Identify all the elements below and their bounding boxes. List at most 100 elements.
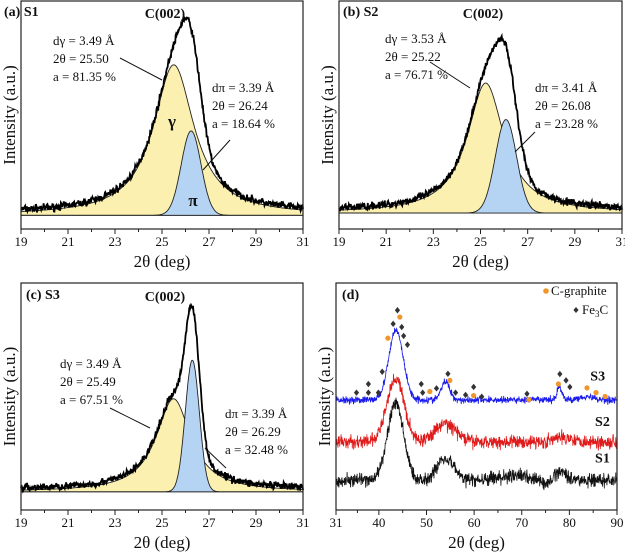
y-axis-label: Intensity (a.u.) (0, 65, 19, 165)
x-axis-label: 2θ (deg) (134, 252, 191, 271)
fe3c-marker (401, 332, 407, 340)
panel-label: (d) (342, 288, 359, 303)
fe3c-marker (563, 377, 569, 384)
fe3c-marker (567, 383, 573, 391)
gamma-pointer-line (119, 57, 163, 81)
gamma-pointer-line (109, 407, 151, 429)
pi-annotation-line: 2θ = 26.24 (212, 98, 268, 113)
x-tick-label: 29 (568, 234, 581, 249)
x-tick-label: 19 (15, 515, 28, 530)
fe3c-marker (418, 380, 424, 388)
graphite-marker (397, 314, 403, 320)
x-tick-label: 50 (420, 515, 433, 530)
graphite-marker (427, 388, 433, 395)
gamma-annotation-line: a = 81.35 % (53, 69, 116, 84)
x-tick-label: 25 (156, 515, 169, 530)
gamma-pointer-line (429, 61, 471, 89)
x-tick-label: 31 (297, 234, 310, 249)
x-tick-label: 21 (62, 515, 75, 530)
fe3c-marker (375, 389, 381, 396)
fe3c-marker (404, 341, 411, 348)
peak-label: C(002) (463, 7, 504, 22)
x-tick-label: 27 (203, 234, 217, 249)
legend-fe3c-label: Fe3C (582, 302, 608, 319)
series-label-s2: S2 (595, 415, 610, 430)
fe3c-marker (390, 320, 396, 328)
series-label-s1: S1 (595, 451, 610, 466)
y-axis-label: Intensity (a.u.) (315, 347, 334, 447)
pi-annotation-line: dπ = 3.39 Å (225, 406, 288, 421)
fe3c-marker (471, 383, 477, 391)
fit-peak-pi (20, 130, 304, 216)
panel-label: (a) S1 (4, 5, 39, 20)
panel-label: (b) S2 (343, 5, 378, 20)
fe3c-marker (365, 389, 371, 396)
legend-fe3c-main: Fe (582, 302, 595, 317)
graphite-marker (526, 397, 532, 403)
pi-annotation-line: 2θ = 26.29 (225, 424, 281, 439)
pi-pointer-line (204, 447, 227, 469)
x-tick-label: 31 (330, 515, 343, 530)
pi-annotation-line: a = 32.48 % (225, 442, 288, 457)
x-tick-label: 27 (521, 234, 535, 249)
measured-curve (20, 302, 304, 494)
legend-graphite-marker (543, 288, 549, 294)
series-s3 (335, 327, 618, 405)
gamma-symbol: γ (167, 112, 176, 131)
x-tick-label: 21 (380, 234, 393, 249)
legend: C-graphite Fe3C (543, 283, 608, 319)
measured-curve (338, 32, 623, 212)
fe3c-marker (420, 389, 426, 396)
pi-symbol: π (188, 191, 198, 210)
x-axis-label: 2θ (deg) (134, 533, 191, 552)
fe3c-marker (433, 385, 440, 392)
peak-label: C(002) (145, 7, 186, 22)
x-tick-label: 29 (250, 515, 263, 530)
gamma-annotation-line: 2θ = 25.22 (385, 49, 441, 64)
fe3c-marker (445, 370, 451, 377)
peak-label: C(002) (145, 290, 186, 305)
x-tick-label: 80 (563, 515, 576, 530)
x-tick-label: 27 (203, 515, 217, 530)
graphite-marker (555, 381, 562, 387)
x-tick-label: 25 (156, 234, 169, 249)
x-tick-label: 23 (109, 234, 122, 249)
pi-pointer-line (514, 131, 536, 153)
x-tick-label: 31 (616, 234, 625, 249)
graphite-marker (471, 392, 477, 399)
fe3c-marker (479, 393, 485, 400)
x-tick-label: 23 (109, 515, 122, 530)
fe3c-marker (353, 389, 360, 396)
pi-annotation-line: dπ = 3.41 Å (535, 80, 598, 95)
x-tick-label: 29 (250, 234, 263, 249)
series-s2 (335, 373, 618, 451)
x-tick-label: 31 (297, 515, 310, 530)
x-tick-label: 21 (62, 234, 75, 249)
graphite-marker (584, 385, 590, 391)
fe3c-marker (379, 368, 385, 375)
graphite-marker (593, 390, 599, 396)
fe3c-marker (365, 380, 371, 388)
x-tick-label: 90 (611, 515, 624, 530)
fit-peak-pi (338, 119, 623, 214)
legend-fe3c-sub: 3 (595, 309, 600, 319)
pi-pointer-line (202, 139, 231, 171)
x-tick-label: 60 (468, 515, 481, 530)
gamma-annotation-line: 2θ = 25.50 (53, 51, 109, 66)
panel-label: (c) S3 (26, 288, 60, 303)
series-label-s3: S3 (590, 370, 605, 385)
x-tick-label: 23 (427, 234, 440, 249)
gamma-annotation-line: 2θ = 25.49 (60, 374, 116, 389)
gamma-annotation-line: dγ = 3.49 Å (60, 356, 122, 371)
fe3c-marker (557, 370, 563, 378)
gamma-annotation-line: dγ = 3.49 Å (53, 33, 115, 48)
graphite-marker (385, 335, 391, 341)
y-axis-label: Intensity (a.u.) (318, 65, 337, 165)
legend-fe3c-marker (573, 307, 579, 313)
panel-d: S3 S2 S1 31 40 50 60 70 80 90 2θ (deg) Intensity (a… (315, 282, 624, 552)
fe3c-marker (394, 307, 401, 314)
series-s1 (335, 397, 618, 491)
graphite-marker (447, 377, 453, 383)
x-tick-label: 25 (474, 234, 487, 249)
